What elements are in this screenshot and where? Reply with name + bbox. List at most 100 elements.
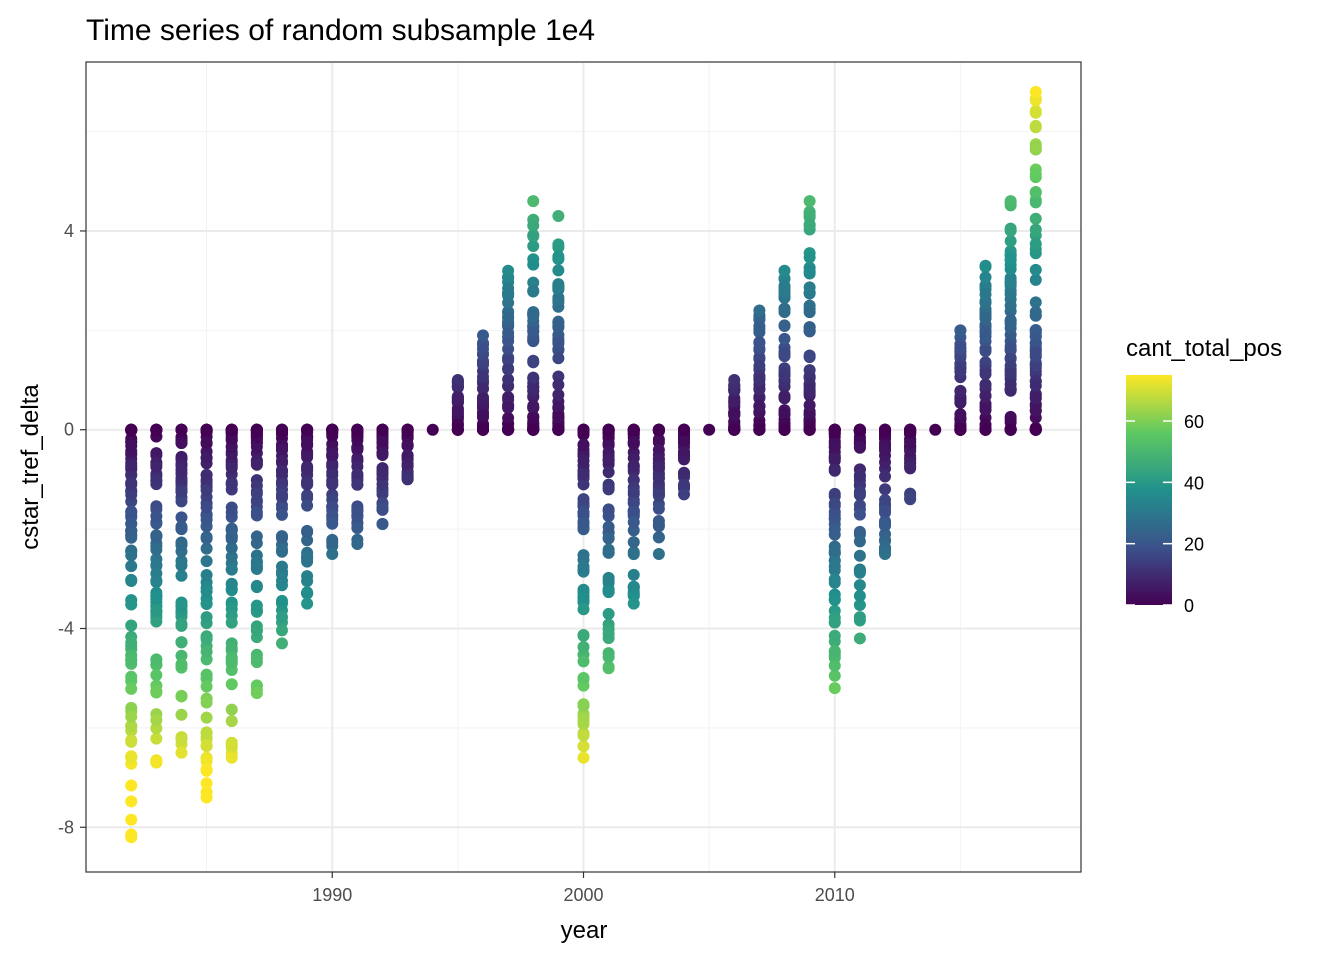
data-point — [828, 462, 841, 475]
data-point — [652, 423, 665, 436]
data-point — [703, 423, 716, 436]
data-point — [125, 423, 138, 436]
data-point — [301, 597, 314, 610]
data-point — [853, 440, 866, 453]
data-point — [753, 423, 766, 436]
data-point — [125, 670, 138, 683]
data-point — [577, 751, 590, 764]
data-point — [326, 460, 339, 473]
data-point — [879, 470, 892, 483]
data-point — [602, 423, 615, 436]
data-point — [225, 751, 238, 764]
data-point — [376, 436, 389, 449]
data-point — [828, 544, 841, 557]
data-point — [250, 423, 263, 436]
data-point — [753, 359, 766, 372]
data-point — [502, 411, 515, 424]
data-point — [200, 680, 213, 693]
data-point — [1004, 276, 1017, 289]
data-point — [1004, 423, 1017, 436]
data-point — [602, 520, 615, 533]
data-point — [150, 460, 163, 473]
data-point — [502, 354, 515, 367]
data-point — [753, 351, 766, 364]
data-point — [476, 342, 489, 355]
data-point — [200, 451, 213, 464]
data-point — [1004, 253, 1017, 266]
data-point — [954, 423, 967, 436]
data-point — [200, 633, 213, 646]
data-point — [200, 436, 213, 449]
data-point — [577, 515, 590, 528]
data-point — [401, 423, 414, 436]
data-point — [200, 513, 213, 526]
y-tick-label: -4 — [58, 619, 74, 639]
data-point — [828, 645, 841, 658]
data-point — [225, 616, 238, 629]
data-point — [979, 271, 992, 284]
data-point — [577, 629, 590, 642]
data-point — [828, 659, 841, 672]
data-point — [552, 423, 565, 436]
data-point — [225, 423, 238, 436]
data-point — [200, 423, 213, 436]
data-point — [602, 531, 615, 544]
data-point — [954, 408, 967, 421]
data-point — [778, 332, 791, 345]
data-point — [1029, 392, 1042, 405]
data-point — [250, 440, 263, 453]
legend-tick-label: 40 — [1184, 473, 1204, 493]
data-point — [476, 329, 489, 342]
data-point — [853, 499, 866, 512]
data-point — [778, 368, 791, 381]
data-point — [954, 385, 967, 398]
data-point — [602, 503, 615, 516]
data-point — [803, 218, 816, 231]
data-point — [125, 813, 138, 826]
data-point — [979, 345, 992, 358]
data-point — [200, 645, 213, 658]
y-tick-label: -8 — [58, 817, 74, 837]
data-point — [502, 363, 515, 376]
data-point — [954, 324, 967, 337]
data-point — [828, 441, 841, 454]
data-point — [275, 508, 288, 521]
data-point — [200, 484, 213, 497]
data-point — [225, 715, 238, 728]
data-point — [652, 531, 665, 544]
data-point — [225, 478, 238, 491]
data-point — [225, 542, 238, 555]
data-point — [979, 390, 992, 403]
x-tick-label: 1990 — [312, 885, 352, 905]
data-point — [602, 586, 615, 599]
data-point — [502, 373, 515, 386]
data-point — [1029, 423, 1042, 436]
data-point — [150, 654, 163, 667]
data-point — [250, 624, 263, 637]
data-point — [476, 423, 489, 436]
data-point — [250, 652, 263, 665]
data-point — [502, 401, 515, 414]
data-point — [125, 701, 138, 714]
data-point — [351, 522, 364, 535]
data-point — [577, 591, 590, 604]
data-point — [1029, 141, 1042, 154]
data-point — [476, 409, 489, 422]
data-point — [652, 520, 665, 533]
data-point — [301, 462, 314, 475]
data-point — [577, 506, 590, 519]
data-point — [426, 423, 439, 436]
data-point — [1004, 314, 1017, 327]
data-point — [904, 460, 917, 473]
data-point — [250, 506, 263, 519]
data-point — [125, 636, 138, 649]
data-point — [577, 740, 590, 753]
data-point — [351, 423, 364, 436]
data-point — [803, 281, 816, 294]
data-point — [125, 459, 138, 472]
data-point — [250, 458, 263, 471]
data-point — [125, 524, 138, 537]
data-point — [602, 543, 615, 556]
data-point — [326, 508, 339, 521]
data-point — [200, 532, 213, 545]
